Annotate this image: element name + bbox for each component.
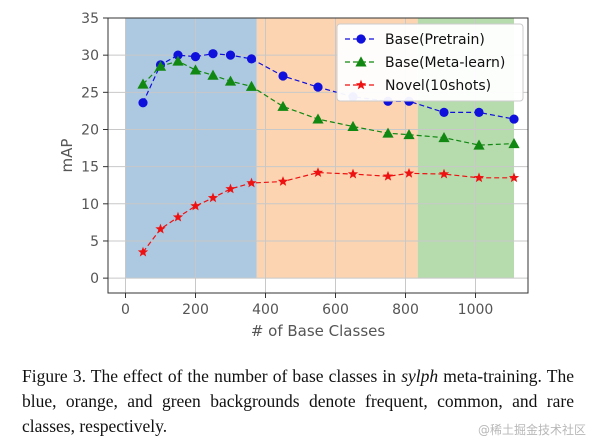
y-tick-label: 15 (81, 160, 99, 176)
y-tick-label: 25 (81, 85, 99, 101)
x-tick-label: 1000 (458, 302, 494, 318)
legend-label: Base(Meta-learn) (385, 55, 505, 71)
legend-marker (355, 56, 367, 67)
data-point (312, 113, 324, 124)
data-point (172, 211, 184, 222)
data-point (277, 100, 289, 111)
x-tick-label: 200 (182, 302, 209, 318)
data-point (439, 107, 449, 117)
legend-box (336, 23, 524, 102)
legend-marker (356, 34, 366, 44)
y-tick-label: 5 (90, 234, 99, 250)
y-axis-ticks: 0 5 10 15 20 25 30 35 (81, 11, 108, 287)
series-2 (137, 167, 520, 257)
data-point (347, 168, 359, 179)
data-point (189, 64, 202, 75)
legend-entry: Novel(10shots) (345, 78, 491, 94)
data-point (207, 192, 219, 203)
legend-entry: Base(Pretrain) (345, 32, 485, 48)
data-point (246, 177, 257, 188)
data-point (438, 132, 450, 143)
data-point (313, 82, 323, 92)
x-tick-label: 0 (121, 302, 130, 318)
data-point (508, 172, 520, 183)
data-point (208, 49, 218, 59)
y-tick-label: 20 (81, 122, 99, 138)
watermark: @稀土掘金技术社区 (477, 423, 586, 437)
data-point (138, 98, 148, 108)
x-axis-ticks: 0 200 400 600 800 1000 (121, 293, 493, 318)
band-frequent (125, 18, 257, 279)
caption-suffix: meta-training. The blue, orange, and gre… (22, 366, 574, 436)
series-layer (137, 49, 520, 257)
legend-label: Base(Pretrain) (385, 32, 485, 48)
data-point (190, 52, 201, 62)
data-point (137, 246, 149, 257)
data-point (508, 138, 520, 149)
data-point (403, 167, 415, 178)
x-axis-label: # of Base Classes (251, 322, 386, 340)
legend-label: Novel(10shots) (385, 78, 491, 94)
data-point (173, 50, 183, 60)
series-line (142, 60, 515, 146)
data-point (403, 129, 415, 140)
figure-caption: Figure 3. The effect of the number of ba… (22, 364, 574, 439)
data-point (347, 120, 359, 131)
plot-frame (107, 17, 529, 294)
data-point (190, 200, 201, 211)
x-tick-label: 600 (322, 302, 349, 318)
data-point (382, 170, 394, 181)
data-point (473, 172, 485, 183)
data-point (155, 223, 166, 234)
data-point (225, 50, 236, 60)
series-1 (137, 55, 520, 150)
x-tick-label: 800 (392, 302, 419, 318)
data-point (474, 107, 484, 117)
data-point (312, 167, 324, 177)
y-tick-label: 10 (81, 197, 99, 213)
data-point (224, 75, 237, 86)
data-point (154, 60, 167, 71)
data-point (207, 69, 219, 80)
data-point (509, 114, 519, 124)
chart: 0 200 400 600 800 1000 0 5 10 15 20 25 30 35 # of Ba… (58, 11, 529, 340)
y-axis-label: mAP (58, 139, 76, 173)
data-point (278, 71, 288, 81)
y-tick-label: 30 (81, 48, 99, 64)
y-tick-label: 0 (90, 271, 99, 287)
data-point (137, 78, 149, 89)
x-tick-label: 400 (252, 302, 279, 318)
y-tick-label: 35 (81, 11, 99, 27)
caption-italic-term: sylph (401, 366, 439, 386)
data-point (225, 183, 236, 194)
legend: Base(Pretrain) Base(Meta-learn) Novel(10sh… (336, 23, 524, 102)
data-point (277, 176, 289, 186)
legend-marker (355, 79, 367, 90)
data-point (245, 80, 258, 91)
legend-entry: Base(Meta-learn) (345, 55, 505, 71)
caption-prefix: Figure 3. The effect of the number of ba… (22, 366, 402, 386)
data-point (246, 54, 257, 64)
data-point (172, 55, 184, 66)
data-point (438, 168, 450, 179)
data-point (382, 127, 394, 138)
data-point (473, 139, 485, 150)
